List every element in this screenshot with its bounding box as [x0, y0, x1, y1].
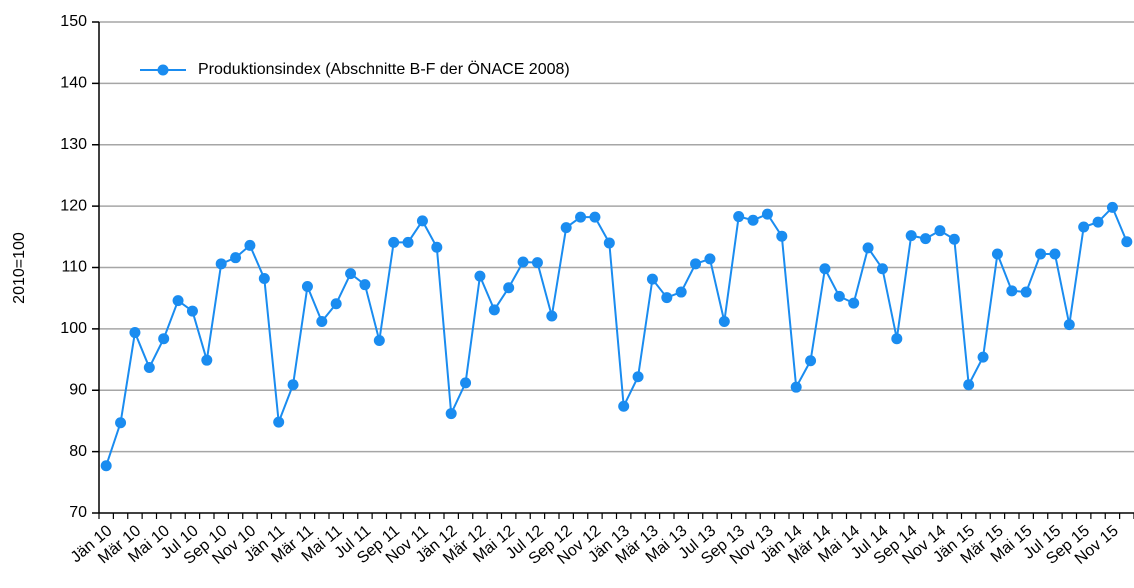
- y-tick-label: 100: [60, 320, 87, 337]
- data-point: [186, 305, 198, 317]
- data-point: [560, 222, 572, 234]
- legend-label: Produktionsindex (Abschnitte B-F der ÖNA…: [198, 60, 570, 78]
- data-point: [790, 381, 802, 393]
- data-point: [301, 281, 313, 293]
- y-tick-label: 90: [69, 381, 87, 398]
- data-point: [244, 239, 256, 251]
- data-point: [100, 460, 112, 472]
- data-point: [733, 211, 745, 223]
- data-point: [373, 335, 385, 347]
- data-point: [345, 268, 357, 280]
- y-tick-label: 110: [61, 259, 87, 276]
- data-point: [1092, 216, 1104, 228]
- data-point: [1063, 319, 1075, 331]
- data-point: [690, 258, 702, 270]
- data-point: [747, 214, 759, 226]
- data-point: [575, 211, 587, 223]
- data-point: [201, 354, 213, 366]
- data-point: [833, 290, 845, 302]
- data-point: [977, 351, 989, 363]
- data-point: [618, 400, 630, 412]
- data-point: [718, 316, 730, 328]
- data-point: [316, 316, 328, 328]
- data-point: [920, 233, 932, 245]
- data-point: [661, 292, 673, 304]
- data-point: [503, 282, 515, 294]
- data-point: [991, 248, 1003, 260]
- data-point: [1020, 286, 1032, 298]
- data-point: [488, 304, 500, 316]
- data-point: [416, 215, 428, 227]
- data-point: [963, 379, 975, 391]
- data-point: [402, 236, 414, 248]
- y-tick-label: 120: [60, 197, 87, 214]
- data-point: [876, 263, 888, 275]
- data-point: [129, 327, 141, 339]
- data-point: [258, 273, 270, 285]
- data-point: [1006, 285, 1018, 297]
- data-point: [546, 310, 558, 322]
- data-point: [517, 256, 529, 268]
- data-point: [1121, 236, 1133, 248]
- data-point: [431, 241, 443, 253]
- data-point: [934, 225, 946, 237]
- data-point: [215, 258, 227, 270]
- data-point: [862, 242, 874, 254]
- data-point: [646, 273, 658, 285]
- y-tick-label: 140: [60, 75, 87, 92]
- data-point: [359, 279, 371, 291]
- data-point: [805, 355, 817, 367]
- data-point: [1078, 221, 1090, 233]
- series-line: [105, 205, 1128, 467]
- data-point: [388, 236, 400, 248]
- data-point: [330, 298, 342, 310]
- data-point: [273, 416, 285, 428]
- data-point: [1106, 201, 1118, 213]
- y-tick-label: 70: [69, 504, 87, 521]
- data-point: [848, 297, 860, 309]
- data-point: [891, 333, 903, 345]
- data-point: [115, 417, 127, 429]
- data-point: [230, 252, 242, 264]
- data-point: [776, 230, 788, 242]
- data-point: [1049, 248, 1061, 260]
- data-point: [632, 371, 644, 383]
- legend-marker: [157, 64, 169, 76]
- y-axis-label: 2010=100: [11, 232, 28, 304]
- data-point: [531, 257, 543, 269]
- data-point: [143, 362, 155, 374]
- data-point: [761, 208, 773, 220]
- data-point: [460, 377, 472, 389]
- data-point: [948, 233, 960, 245]
- data-point: [589, 211, 601, 223]
- data-point: [819, 263, 831, 275]
- data-point: [287, 379, 299, 391]
- data-point: [675, 286, 687, 298]
- data-point: [704, 253, 716, 265]
- data-point: [474, 270, 486, 282]
- data-point: [445, 408, 457, 420]
- y-tick-label: 130: [60, 136, 87, 153]
- data-point: [158, 333, 170, 345]
- data-point: [1035, 248, 1047, 260]
- y-tick-label: 150: [60, 13, 87, 30]
- y-tick-label: 80: [69, 443, 87, 460]
- data-point: [905, 230, 917, 242]
- data-point: [172, 295, 184, 307]
- data-point: [603, 237, 615, 249]
